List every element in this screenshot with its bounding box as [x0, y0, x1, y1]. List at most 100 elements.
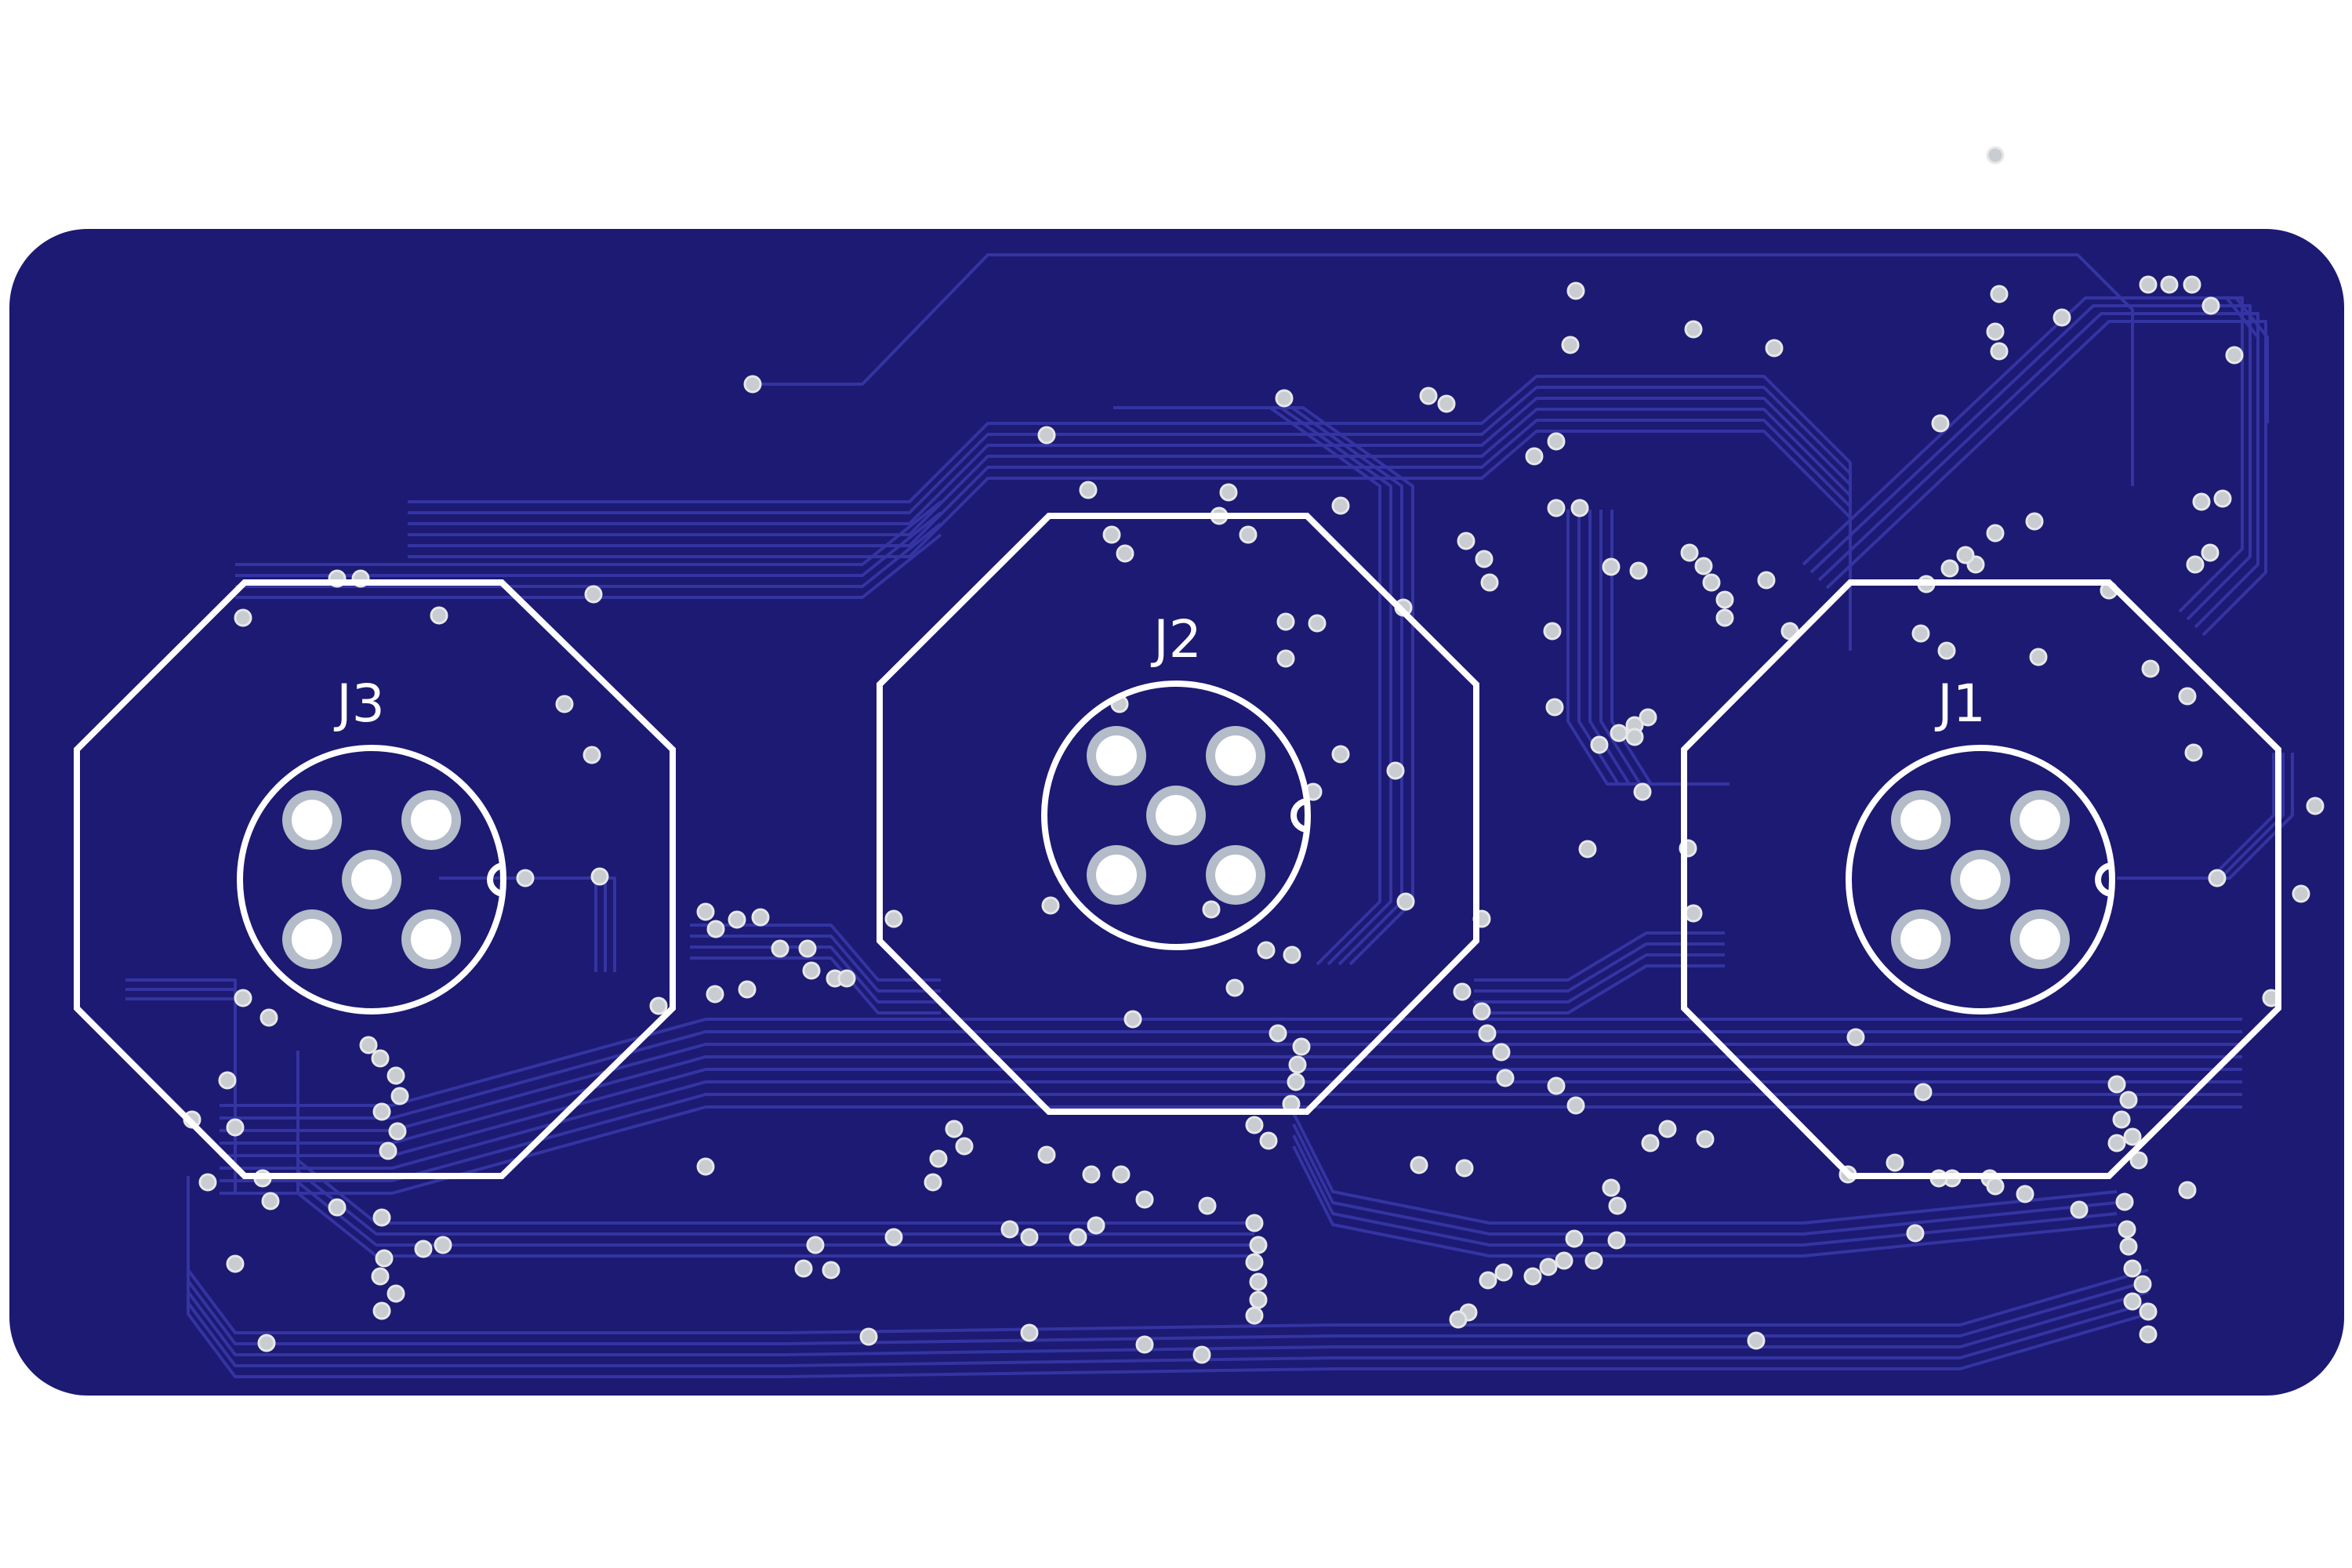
trace	[408, 408, 1852, 629]
via	[226, 1254, 245, 1273]
via	[822, 1261, 840, 1279]
via	[1041, 896, 1060, 915]
trace	[1292, 1145, 2118, 1258]
via	[1956, 546, 1975, 564]
via	[1696, 1130, 1715, 1149]
via	[1608, 1196, 1627, 1215]
via	[1472, 1002, 1491, 1021]
via	[234, 989, 252, 1007]
trace	[408, 375, 1852, 596]
pin-hole	[1215, 735, 1256, 776]
via	[1069, 1228, 1087, 1247]
via	[1931, 414, 1950, 433]
via	[2192, 492, 2211, 511]
via	[1037, 426, 1056, 445]
via	[1986, 322, 2005, 341]
via	[1269, 1024, 1287, 1043]
via	[771, 939, 789, 958]
via	[1565, 1229, 1584, 1248]
via	[1765, 339, 1784, 358]
via	[1578, 840, 1597, 858]
via	[1082, 1165, 1101, 1184]
via	[1539, 1258, 1558, 1276]
via	[2139, 275, 2158, 294]
via	[1990, 342, 2009, 361]
pin-hole	[1215, 855, 1256, 895]
via	[1496, 1069, 1515, 1087]
via	[387, 1066, 405, 1085]
via	[584, 585, 603, 604]
via	[260, 1008, 278, 1027]
via	[1449, 1310, 1468, 1329]
via	[379, 1142, 397, 1160]
via	[328, 1198, 347, 1217]
via	[1633, 782, 1652, 801]
connector-j1[interactable]: J1	[1681, 579, 2281, 1179]
via	[1639, 708, 1657, 727]
via	[1986, 524, 2005, 543]
trace	[2158, 296, 2269, 423]
via	[751, 908, 770, 927]
via	[2139, 1325, 2158, 1344]
via	[1102, 525, 1121, 544]
j2-outline	[877, 513, 1479, 1115]
via	[1079, 481, 1098, 499]
pin-hole	[1900, 800, 1941, 840]
via	[372, 1102, 391, 1121]
via	[1584, 1251, 1603, 1270]
via	[1566, 281, 1585, 300]
via	[1410, 1156, 1428, 1174]
via	[2292, 884, 2310, 903]
via	[1555, 1251, 1573, 1270]
trace	[220, 1030, 2242, 1120]
trace	[1292, 1112, 2118, 1225]
via	[1629, 561, 1648, 580]
via	[198, 1173, 217, 1192]
via	[859, 1327, 878, 1346]
via	[1275, 389, 1294, 408]
via	[257, 1334, 276, 1352]
via	[837, 969, 856, 988]
j3-pins	[282, 790, 461, 969]
via	[1123, 1010, 1142, 1029]
via	[372, 1208, 391, 1227]
pin-hole	[2020, 919, 2060, 960]
connector-j2[interactable]: J2	[877, 513, 1479, 1115]
pin-hole	[1156, 795, 1196, 836]
j2-pins	[1087, 726, 1265, 905]
via	[1602, 1178, 1621, 1197]
pin-hole	[351, 859, 392, 900]
via	[1249, 1290, 1268, 1309]
trace	[220, 1080, 2242, 1170]
trace	[1292, 1123, 2118, 1236]
j3-ref-label: J3	[333, 673, 384, 734]
trace	[1817, 312, 2259, 629]
via	[1986, 1177, 2005, 1196]
via	[414, 1240, 433, 1258]
via	[1116, 544, 1134, 563]
via	[806, 1236, 825, 1254]
via	[1453, 982, 1472, 1001]
via	[1292, 1037, 1311, 1056]
connector-j3[interactable]: J3	[74, 579, 676, 1179]
j1-ref-label: J1	[1934, 673, 1985, 734]
pin-hole	[1960, 859, 2001, 900]
via	[649, 996, 668, 1015]
via	[2119, 1237, 2138, 1256]
via	[218, 1071, 237, 1090]
trace	[408, 397, 1852, 618]
via	[1198, 1196, 1217, 1215]
via	[2025, 512, 2044, 531]
via	[1525, 447, 1544, 466]
trace	[220, 1105, 2242, 1195]
via	[2201, 543, 2220, 562]
via	[1457, 532, 1475, 550]
via	[1547, 1076, 1566, 1095]
via	[390, 1087, 409, 1105]
pin-hole	[292, 919, 332, 960]
via	[1419, 387, 1438, 405]
via	[234, 608, 252, 627]
via	[2139, 1302, 2158, 1321]
via	[2213, 489, 2232, 508]
